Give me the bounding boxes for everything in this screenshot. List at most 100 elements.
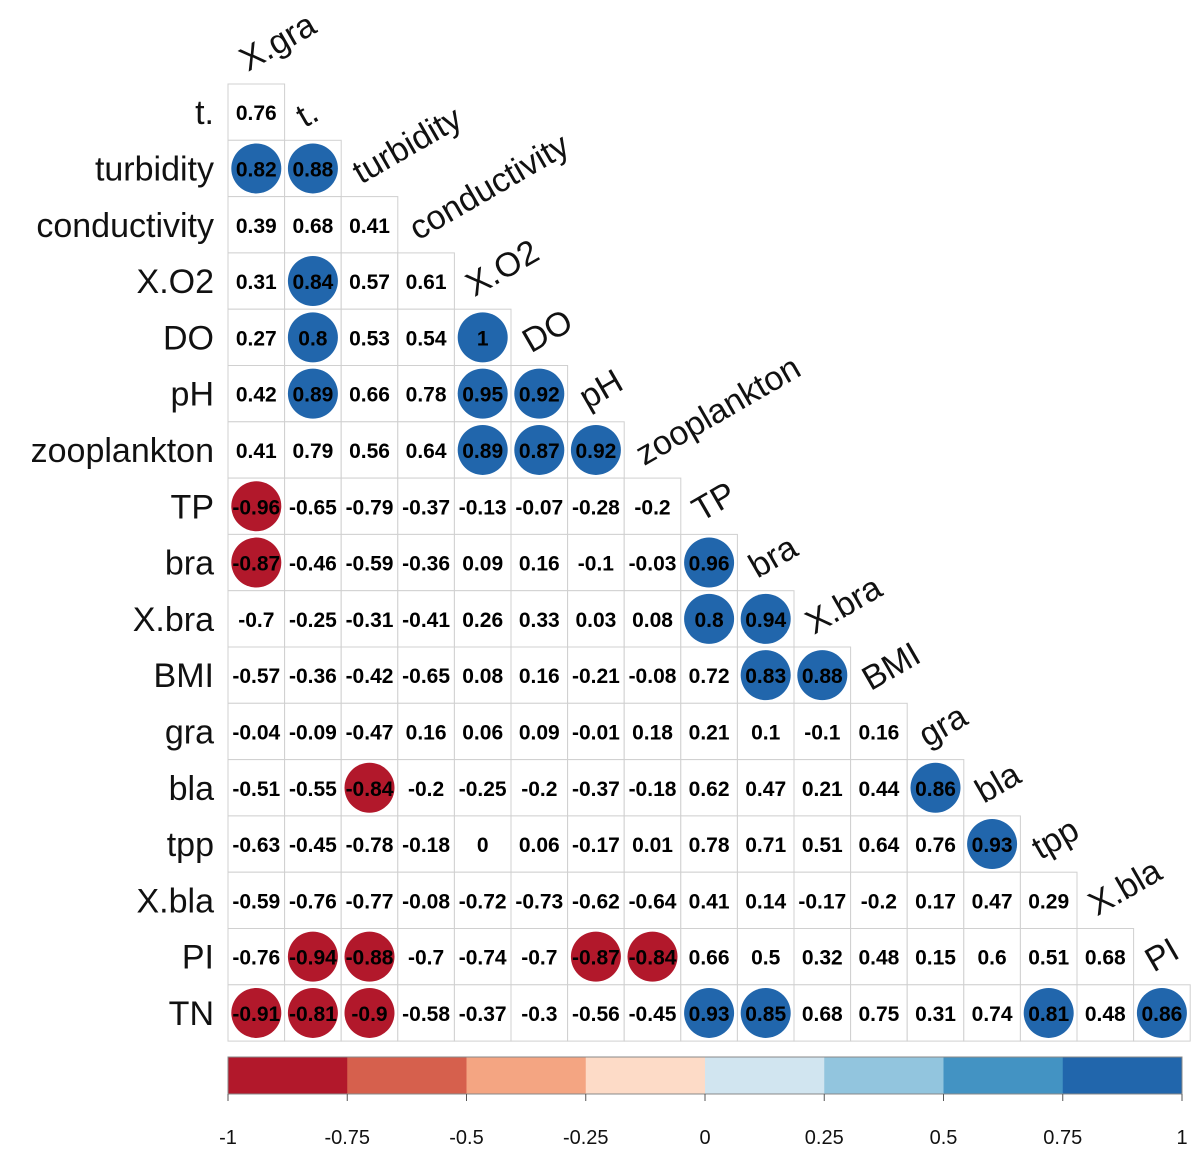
cell-x-o2-turbidity	[340, 252, 399, 310]
cell-tpp-t	[284, 815, 342, 873]
value-bra-do: 0.16	[519, 553, 560, 576]
value-tn-conductivity: -0.58	[402, 1003, 450, 1026]
circle-turbidity-x-gra	[231, 143, 282, 194]
cell-bmi-ph	[567, 646, 625, 704]
value-pi-ph: -0.87	[572, 947, 620, 970]
value-zooplankton-t: 0.79	[292, 440, 333, 463]
value-x-bla-zooplankton: -0.64	[629, 890, 677, 913]
value-bla-do: -0.2	[521, 778, 557, 801]
colorbar-tick-label-7: 0.5	[930, 1127, 958, 1149]
circle-pi-zooplankton	[627, 931, 678, 982]
cell-tpp-tp	[680, 815, 738, 873]
value-gra-bmi: 0.16	[858, 721, 899, 744]
value-tpp-bla: 0.93	[972, 834, 1013, 857]
cell-x-bra-x-o2	[453, 590, 512, 648]
value-x-o2-t: 0.84	[292, 271, 333, 294]
cell-x-bla-tp	[680, 871, 738, 930]
value-gra-do: 0.09	[519, 721, 560, 744]
value-pi-t: -0.94	[289, 947, 337, 970]
value-tp-x-gra: -0.96	[232, 496, 280, 519]
value-bmi-t: -0.36	[289, 665, 337, 688]
cell-gra-turbidity	[340, 702, 399, 761]
cell-zooplankton-x-gra	[227, 421, 286, 479]
cell-ph-turbidity	[340, 365, 399, 423]
value-tn-x-bra: 0.68	[802, 1003, 843, 1026]
value-zooplankton-do: 0.87	[519, 440, 560, 463]
value-x-bla-x-o2: -0.72	[459, 890, 507, 913]
cell-bmi-tp	[680, 646, 738, 704]
value-tn-bla: 0.74	[972, 1003, 1013, 1026]
row-labels: t. turbidity conductivity X.O2 DO pH zooplankt…	[31, 94, 214, 1033]
colorbar-bin-7	[943, 1057, 1064, 1094]
value-x-o2-x-gra: 0.31	[236, 271, 277, 294]
cell-tn-x-bra	[793, 984, 852, 1042]
value-x-o2-conductivity: 0.61	[406, 271, 447, 294]
value-tn-x-gra: -0.91	[232, 1003, 280, 1026]
value-x-bla-x-bra: -0.17	[798, 890, 846, 913]
circle-bra-x-gra	[231, 537, 282, 588]
value-do-x-gra: 0.27	[236, 327, 277, 350]
value-bla-zooplankton: -0.18	[629, 778, 677, 801]
row-label-zooplankton: zooplankton	[31, 432, 214, 470]
colorbar-tick-label-8: 0.75	[1043, 1127, 1082, 1149]
colorbar-tick-label-1: -1	[219, 1127, 237, 1149]
colorbar-tick-label-5: 0	[699, 1127, 710, 1149]
cell-pi-bmi	[850, 928, 908, 986]
row-label-tn: TN	[169, 995, 214, 1033]
value-bla-conductivity: -0.2	[408, 778, 444, 801]
value-ph-do: 0.92	[519, 384, 560, 407]
value-x-bra-x-o2: 0.26	[462, 609, 503, 632]
cell-x-bra-turbidity	[340, 590, 399, 648]
value-x-bla-t: -0.76	[289, 890, 337, 913]
circle-do-t	[287, 312, 338, 363]
value-zooplankton-x-gra: 0.41	[236, 440, 277, 463]
cell-bmi-turbidity	[340, 646, 399, 704]
value-bmi-x-o2: 0.08	[462, 665, 503, 688]
cell-do-x-gra	[227, 308, 286, 367]
value-bla-bra: 0.47	[745, 778, 786, 801]
row-label-conductivity: conductivity	[36, 207, 214, 245]
cell-x-bla-x-o2	[453, 871, 512, 930]
value-tn-gra: 0.31	[915, 1003, 956, 1026]
column-label-turbidity: turbidity	[346, 99, 468, 191]
row-label-turbidity: turbidity	[95, 150, 214, 188]
circle-x-bra-bra	[740, 593, 791, 644]
circle-tn-tp	[684, 987, 735, 1038]
cell-bla-x-o2	[453, 759, 512, 817]
value-gra-ph: -0.01	[572, 721, 620, 744]
circle-tn-x-gra	[231, 987, 282, 1038]
row-label-bra: bra	[165, 545, 214, 583]
value-bra-tp: 0.96	[689, 553, 730, 576]
value-do-conductivity: 0.54	[406, 327, 447, 350]
value-tpp-turbidity: -0.78	[346, 834, 394, 857]
value-gra-turbidity: -0.47	[346, 721, 394, 744]
value-tn-t: -0.81	[289, 1003, 337, 1026]
circle-tn-turbidity	[344, 987, 395, 1038]
row-label-x-o2: X.O2	[137, 263, 214, 301]
circle-zooplankton-ph	[570, 424, 621, 475]
circle-pi-t	[287, 931, 338, 982]
value-tn-bra: 0.85	[745, 1003, 786, 1026]
row-label-pi: PI	[182, 939, 214, 977]
cell-tp-turbidity	[340, 477, 399, 535]
column-label-x-bra: X.bra	[799, 568, 888, 642]
value-bra-turbidity: -0.59	[346, 553, 394, 576]
cell-tpp-x-o2	[453, 815, 512, 873]
value-tpp-gra: 0.76	[915, 834, 956, 857]
column-label-bla: bla	[969, 755, 1027, 811]
value-tpp-do: 0.06	[519, 834, 560, 857]
value-tpp-tp: 0.78	[689, 834, 730, 857]
cell-zooplankton-conductivity	[397, 421, 455, 479]
cell-tpp-x-gra	[227, 815, 286, 873]
value-tpp-zooplankton: 0.01	[632, 834, 673, 857]
value-ph-x-gra: 0.42	[236, 384, 277, 407]
value-pi-zooplankton: -0.84	[629, 947, 677, 970]
value-turbidity-t: 0.88	[292, 158, 333, 181]
value-bmi-tp: 0.72	[689, 665, 730, 688]
cell-bla-zooplankton	[623, 759, 682, 817]
circle-ph-do	[514, 368, 565, 419]
value-bla-gra: 0.86	[915, 778, 956, 801]
cell-tn-x-bla	[1076, 984, 1135, 1042]
value-bla-bmi: 0.44	[858, 778, 899, 801]
value-tpp-t: -0.45	[289, 834, 337, 857]
